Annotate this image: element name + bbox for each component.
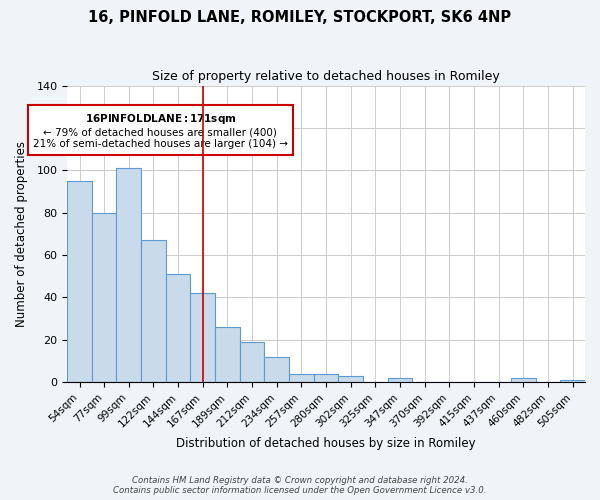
Bar <box>265 356 289 382</box>
Bar <box>141 240 166 382</box>
Bar <box>190 293 215 382</box>
Text: Contains HM Land Registry data © Crown copyright and database right 2024.
Contai: Contains HM Land Registry data © Crown c… <box>113 476 487 495</box>
Bar <box>338 376 363 382</box>
Bar <box>289 374 314 382</box>
X-axis label: Distribution of detached houses by size in Romiley: Distribution of detached houses by size … <box>176 437 476 450</box>
Bar <box>67 181 92 382</box>
Bar <box>215 327 240 382</box>
Bar <box>116 168 141 382</box>
Text: 16, PINFOLD LANE, ROMILEY, STOCKPORT, SK6 4NP: 16, PINFOLD LANE, ROMILEY, STOCKPORT, SK… <box>88 10 512 25</box>
Y-axis label: Number of detached properties: Number of detached properties <box>15 141 28 327</box>
Bar <box>92 212 116 382</box>
Bar <box>511 378 536 382</box>
Text: $\bf{16 PINFOLD LANE: 171sqm}$
← 79% of detached houses are smaller (400)
21% of: $\bf{16 PINFOLD LANE: 171sqm}$ ← 79% of … <box>33 112 288 150</box>
Title: Size of property relative to detached houses in Romiley: Size of property relative to detached ho… <box>152 70 500 83</box>
Bar <box>560 380 585 382</box>
Bar <box>166 274 190 382</box>
Bar <box>388 378 412 382</box>
Bar <box>314 374 338 382</box>
Bar <box>240 342 265 382</box>
